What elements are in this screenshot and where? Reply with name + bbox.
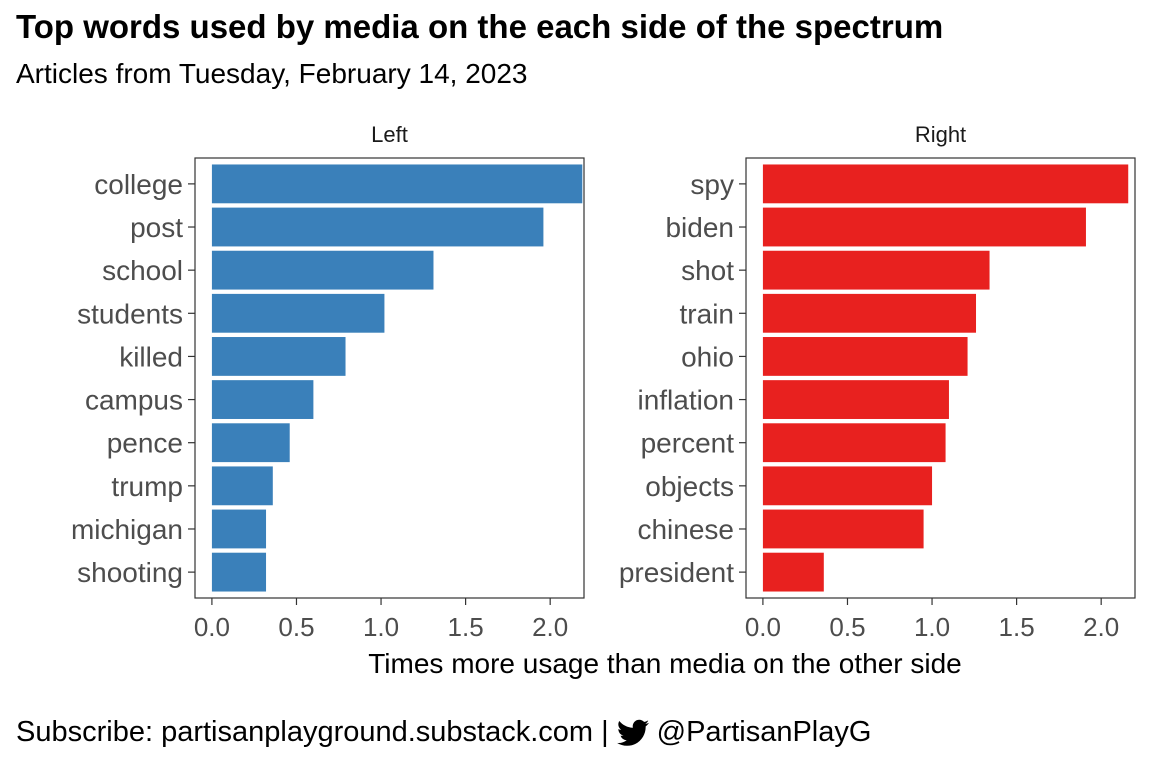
category-label-left-post: post [130, 212, 183, 243]
x-tick-label-right: 0.0 [745, 612, 781, 642]
facet-label-left: Left [371, 122, 408, 147]
category-label-right-spy: spy [690, 169, 734, 200]
panel-border-left [194, 157, 585, 599]
bar-left-college [211, 164, 583, 204]
category-label-left-pence: pence [107, 428, 183, 459]
bar-right-shot [762, 250, 990, 290]
x-tick-label-right: 1.0 [914, 612, 950, 642]
bar-right-president [762, 552, 824, 592]
bar-right-objects [762, 466, 933, 506]
bar-left-trump [211, 466, 273, 506]
x-tick-label-left: 0.0 [194, 612, 230, 642]
subscribe-text: Subscribe: partisanplayground.substack.c… [16, 716, 594, 748]
bar-right-chinese [762, 509, 924, 549]
x-tick-label-right: 2.0 [1083, 612, 1119, 642]
bar-left-school [211, 250, 434, 290]
category-label-left-students: students [77, 298, 183, 329]
caption-separator: | [601, 716, 609, 748]
category-label-left-college: college [94, 169, 183, 200]
bar-right-inflation [762, 380, 949, 419]
category-label-left-shooting: shooting [77, 557, 183, 588]
x-tick-label-left: 2.0 [532, 612, 568, 642]
chart-subtitle: Articles from Tuesday, February 14, 2023 [16, 58, 528, 89]
x-tick-label-left: 1.5 [448, 612, 484, 642]
category-label-left-trump: trump [111, 471, 183, 502]
bar-left-shooting [211, 552, 267, 592]
category-label-left-campus: campus [85, 385, 183, 416]
twitter-handle: @PartisanPlayG [656, 716, 872, 748]
bar-left-students [211, 293, 385, 333]
category-label-left-michigan: michigan [71, 514, 183, 545]
category-label-right-percent: percent [641, 428, 735, 459]
bar-left-killed [211, 337, 346, 376]
category-label-right-train: train [680, 298, 734, 329]
x-tick-label-left: 0.5 [278, 612, 314, 642]
bar-right-spy [762, 164, 1129, 204]
category-label-right-inflation: inflation [637, 385, 734, 416]
bar-left-post [211, 207, 544, 247]
panel-border-right [745, 157, 1136, 599]
bar-left-campus [211, 380, 314, 419]
category-label-right-shot: shot [681, 255, 734, 286]
category-label-left-killed: killed [119, 341, 183, 372]
category-label-left-school: school [102, 255, 183, 286]
bar-right-biden [762, 207, 1086, 247]
bar-right-train [762, 293, 977, 333]
x-tick-label-right: 1.5 [999, 612, 1035, 642]
bar-left-pence [211, 423, 290, 463]
bar-right-percent [762, 423, 946, 463]
x-tick-label-right: 0.5 [829, 612, 865, 642]
bar-left-michigan [211, 509, 267, 549]
bar-right-ohio [762, 337, 968, 376]
category-label-right-ohio: ohio [681, 341, 734, 372]
twitter-bird-icon [616, 719, 649, 746]
x-tick-label-left: 1.0 [363, 612, 399, 642]
category-label-right-president: president [619, 557, 734, 588]
x-axis-title: Times more usage than media on the other… [368, 648, 962, 679]
caption: Subscribe: partisanplayground.substack.c… [16, 716, 871, 749]
faceted-bar-chart: Left college post school students killed campu… [71, 122, 1136, 679]
category-label-right-chinese: chinese [637, 514, 734, 545]
category-label-right-biden: biden [665, 212, 734, 243]
facet-label-right: Right [915, 122, 966, 147]
chart-title: Top words used by media on the each side… [16, 8, 944, 45]
category-label-right-objects: objects [645, 471, 734, 502]
